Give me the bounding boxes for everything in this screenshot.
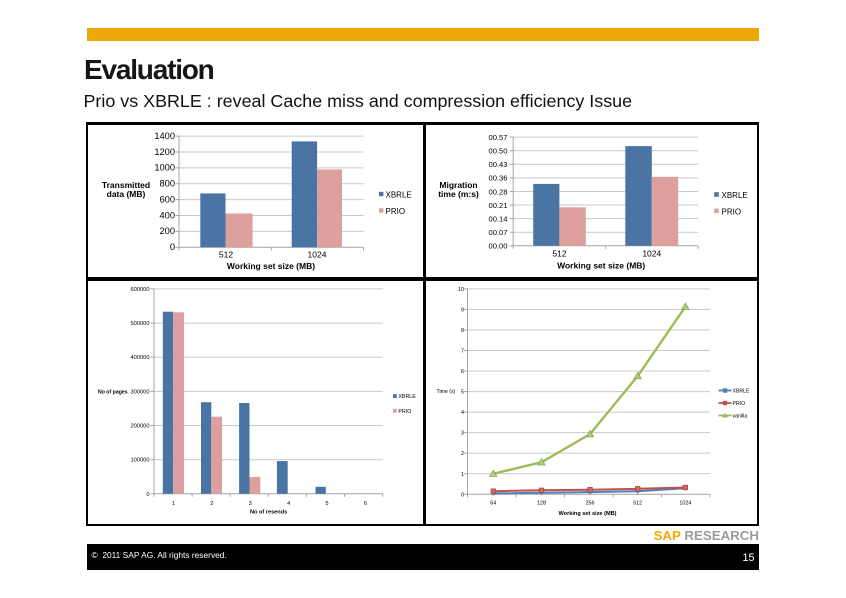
svg-text:00.50: 00.50 <box>488 146 507 155</box>
svg-text:4: 4 <box>287 501 290 507</box>
svg-text:vanilla: vanilla <box>732 413 747 419</box>
svg-text:4: 4 <box>461 410 464 416</box>
svg-text:Working set size (MB): Working set size (MB) <box>558 511 616 517</box>
svg-text:64: 64 <box>490 500 496 506</box>
svg-text:1024: 1024 <box>642 248 661 258</box>
svg-text:600000: 600000 <box>131 286 150 292</box>
svg-text:6: 6 <box>461 369 464 375</box>
svg-text:00.36: 00.36 <box>488 173 507 182</box>
svg-text:1024: 1024 <box>308 249 327 259</box>
svg-text:8: 8 <box>461 328 464 334</box>
svg-text:600: 600 <box>159 194 175 204</box>
svg-text:PRIO: PRIO <box>386 206 406 215</box>
svg-text:1400: 1400 <box>154 131 175 141</box>
svg-text:500000: 500000 <box>131 321 150 327</box>
svg-text:00.43: 00.43 <box>488 160 507 169</box>
svg-text:XBRLE: XBRLE <box>732 388 750 394</box>
svg-text:200000: 200000 <box>131 423 150 429</box>
svg-text:300000: 300000 <box>131 389 150 395</box>
svg-text:3: 3 <box>461 430 464 436</box>
svg-text:PRIO: PRIO <box>398 408 411 414</box>
svg-text:512: 512 <box>552 248 566 258</box>
svg-text:3: 3 <box>249 501 252 507</box>
svg-text:Transmitted: Transmitted <box>102 180 150 190</box>
svg-text:1200: 1200 <box>154 146 175 156</box>
svg-text:XBRLE: XBRLE <box>398 394 416 400</box>
svg-text:Working set size (MB): Working set size (MB) <box>227 261 315 271</box>
svg-text:5: 5 <box>461 389 464 395</box>
svg-text:2: 2 <box>210 501 213 507</box>
svg-text:0: 0 <box>170 242 175 252</box>
svg-text:00.14: 00.14 <box>488 214 507 223</box>
svg-text:1: 1 <box>461 471 464 477</box>
svg-text:100000: 100000 <box>131 457 150 463</box>
svg-text:512: 512 <box>219 249 233 259</box>
svg-text:Migration: Migration <box>439 179 477 189</box>
svg-text:9: 9 <box>461 307 464 313</box>
svg-text:00.00: 00.00 <box>488 241 507 250</box>
svg-text:800: 800 <box>159 178 175 188</box>
svg-text:0: 0 <box>461 492 464 498</box>
svg-text:data (MB): data (MB) <box>107 189 146 199</box>
svg-text:XBRLE: XBRLE <box>721 191 747 200</box>
svg-text:10: 10 <box>458 287 464 293</box>
svg-text:200: 200 <box>159 226 175 236</box>
svg-text:512: 512 <box>633 500 642 506</box>
svg-text:00.21: 00.21 <box>488 200 507 209</box>
svg-text:time (m:s): time (m:s) <box>438 189 479 199</box>
svg-text:2: 2 <box>461 451 464 457</box>
svg-text:0: 0 <box>146 491 149 497</box>
svg-text:No of pages: No of pages <box>98 389 128 395</box>
svg-text:128: 128 <box>537 500 546 506</box>
svg-text:00.57: 00.57 <box>488 132 507 141</box>
svg-text:PRIO: PRIO <box>732 400 745 406</box>
svg-text:00.07: 00.07 <box>488 228 507 237</box>
svg-text:400: 400 <box>159 210 175 220</box>
svg-text:7: 7 <box>461 348 464 354</box>
svg-text:XBRLE: XBRLE <box>386 190 412 199</box>
svg-text:1: 1 <box>172 501 175 507</box>
svg-text:Working set size (MB): Working set size (MB) <box>557 260 645 270</box>
svg-text:256: 256 <box>585 500 594 506</box>
svg-text:400000: 400000 <box>131 355 150 361</box>
svg-text:No of resends: No of resends <box>250 509 287 515</box>
svg-text:1000: 1000 <box>154 162 175 172</box>
svg-text:00.28: 00.28 <box>488 187 507 196</box>
svg-text:6: 6 <box>364 501 367 507</box>
svg-text:1024: 1024 <box>679 500 691 506</box>
svg-text:5: 5 <box>325 501 328 507</box>
svg-text:Time (s): Time (s) <box>436 389 455 395</box>
svg-text:PRIO: PRIO <box>721 207 741 216</box>
